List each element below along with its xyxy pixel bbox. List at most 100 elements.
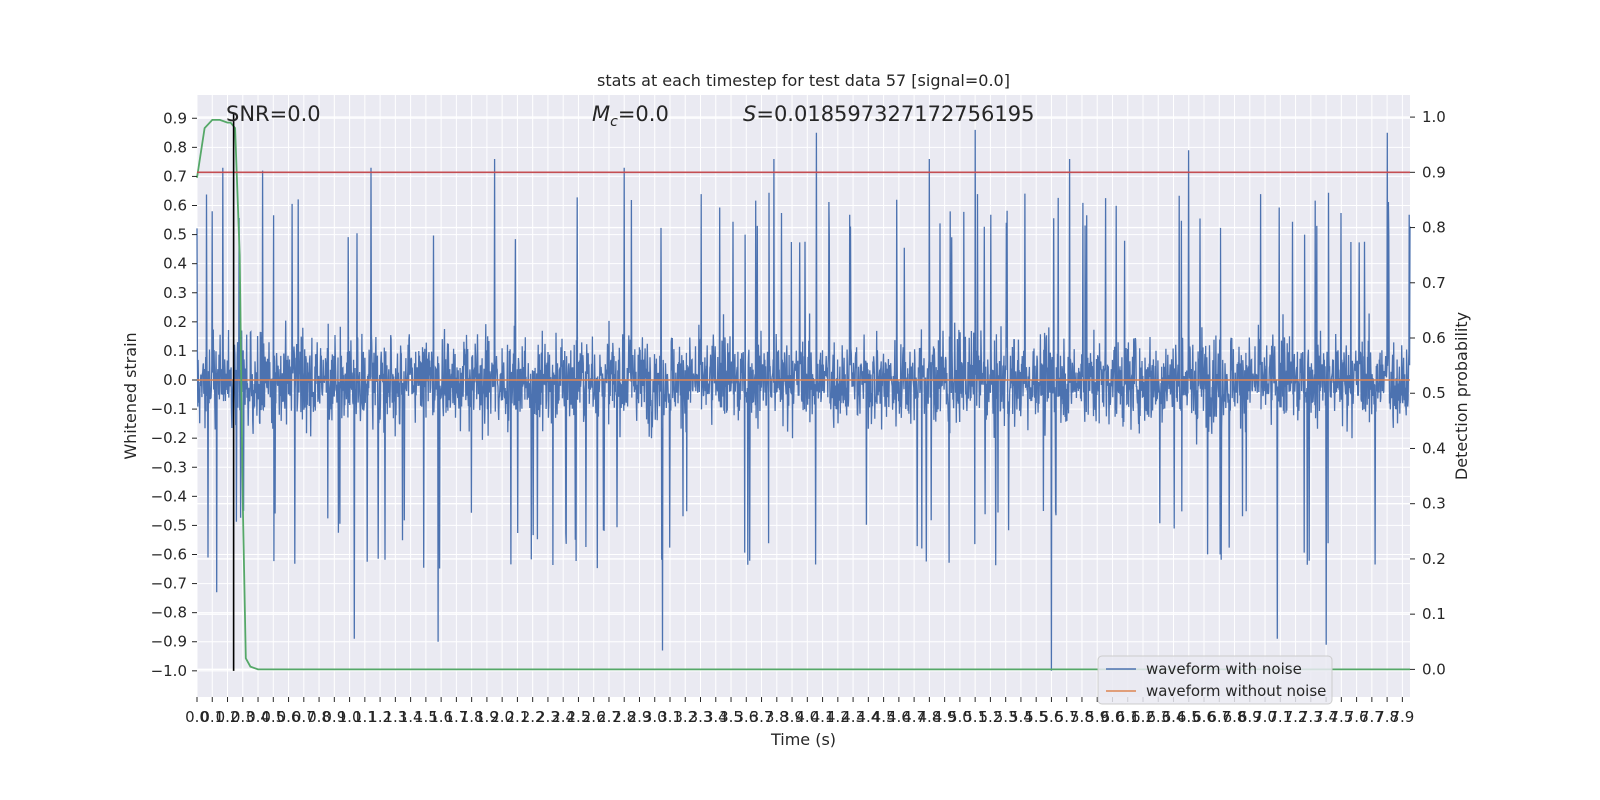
- legend-entry-clean: waveform without noise: [1146, 682, 1326, 700]
- x-tick-label: 1.5: [414, 708, 438, 726]
- x-tick-label: 7.3: [1299, 708, 1323, 726]
- x-tick-label: 6.3: [1146, 708, 1170, 726]
- y-tick-label: 0.3: [163, 284, 187, 302]
- x-tick-label: 4.9: [933, 708, 957, 726]
- y-tick-label: 0.5: [163, 226, 187, 244]
- x-tick-label: 6.1: [1116, 708, 1140, 726]
- x-tick-label: 1.2: [368, 708, 392, 726]
- y-axis-ticks: −1.0 −0.9 −0.8 −0.7 −0.6 −0.5 −0.4 −0.3 −0.2 −0.1…: [151, 109, 197, 680]
- x-tick-label: 4.3: [841, 708, 865, 726]
- y2-tick-label: 1.0: [1422, 108, 1446, 126]
- annotation-s: S=0.018597327172756195: [743, 102, 1034, 126]
- annotation-chirp-mass: Mc=0.0: [592, 102, 669, 130]
- x-tick-label: 3.1: [658, 708, 682, 726]
- x-tick-label: 3.8: [765, 708, 789, 726]
- y-tick-label: 0.7: [163, 167, 187, 185]
- x-tick-label: 3.2: [673, 708, 697, 726]
- y-tick-label: −0.4: [151, 487, 187, 505]
- y-tick-label: −0.6: [151, 545, 187, 563]
- annotation-mc-sub: c: [610, 114, 618, 130]
- y2-tick-label: 0.4: [1422, 439, 1446, 457]
- y2-tick-label: 0.8: [1422, 219, 1446, 237]
- y-axis-label: Whitened strain: [121, 332, 140, 459]
- y-tick-label: 0.8: [163, 138, 187, 156]
- x-tick-label: 6.6: [1192, 708, 1216, 726]
- x-tick-label: 4.6: [887, 708, 911, 726]
- annotation-mc-value: =0.0: [618, 102, 669, 126]
- y-tick-label: −0.9: [151, 633, 187, 651]
- x-tick-label: 4.0: [795, 708, 819, 726]
- x-tick-label: 5.0: [948, 708, 972, 726]
- x-tick-label: 4.8: [917, 708, 941, 726]
- x-tick-label: 2.4: [551, 708, 575, 726]
- x-tick-label: 3.7: [750, 708, 774, 726]
- x-tick-label: 0.0: [185, 708, 209, 726]
- x-tick-label: 0.5: [261, 708, 285, 726]
- y2-tick-label: 0.3: [1422, 495, 1446, 513]
- x-tick-label: 6.0: [1101, 708, 1125, 726]
- y-tick-label: −0.3: [151, 458, 187, 476]
- x-tick-label: 4.1: [811, 708, 835, 726]
- x-axis-label: Time (s): [770, 730, 836, 749]
- x-tick-label: 2.7: [597, 708, 621, 726]
- y2-tick-label: 0.1: [1422, 605, 1446, 623]
- x-tick-label: 6.7: [1207, 708, 1231, 726]
- x-tick-label: 2.6: [582, 708, 606, 726]
- annotation-s-symbol: S: [743, 102, 756, 126]
- x-tick-label: 0.9: [322, 708, 346, 726]
- x-tick-label: 3.3: [689, 708, 713, 726]
- series-detection-probability: [196, 119, 1410, 671]
- x-tick-label: 5.4: [1009, 708, 1033, 726]
- y-tick-label: −1.0: [151, 662, 187, 680]
- x-tick-label: 0.7: [292, 708, 316, 726]
- y2-tick-label: 0.9: [1422, 163, 1446, 181]
- x-tick-label: 6.5: [1177, 708, 1201, 726]
- x-tick-label: 7.5: [1329, 708, 1353, 726]
- x-tick-label: 1.7: [444, 708, 468, 726]
- x-tick-label: 0.8: [307, 708, 331, 726]
- x-tick-label: 3.5: [719, 708, 743, 726]
- x-tick-label: 3.6: [734, 708, 758, 726]
- x-tick-label: 7.9: [1390, 708, 1414, 726]
- x-tick-label: 3.9: [780, 708, 804, 726]
- x-tick-label: 7.0: [1253, 708, 1277, 726]
- y2-tick-label: 0.6: [1422, 329, 1446, 347]
- x-tick-label: 7.4: [1314, 708, 1338, 726]
- x-tick-label: 7.6: [1345, 708, 1369, 726]
- x-tick-label: 7.1: [1268, 708, 1292, 726]
- y2-tick-label: 0.7: [1422, 274, 1446, 292]
- x-tick-label: 5.8: [1070, 708, 1094, 726]
- y2-axis-label: Detection probability: [1452, 312, 1471, 480]
- annotation-snr: SNR=0.0: [226, 102, 321, 126]
- x-tick-label: 2.8: [612, 708, 636, 726]
- x-tick-label: 4.2: [826, 708, 850, 726]
- chart-title: stats at each timestep for test data 57 …: [597, 71, 1010, 90]
- x-tick-label: 7.8: [1375, 708, 1399, 726]
- x-tick-label: 0.6: [277, 708, 301, 726]
- legend: waveform with noise waveform without noi…: [1097, 655, 1333, 705]
- x-tick-label: 3.4: [704, 708, 728, 726]
- x-tick-label: 5.2: [978, 708, 1002, 726]
- x-tick-label: 2.5: [567, 708, 591, 726]
- x-tick-label: 1.1: [353, 708, 377, 726]
- y-tick-label: −0.5: [151, 516, 187, 534]
- y2-tick-label: 0.0: [1422, 660, 1446, 678]
- y2-axis-ticks: 0.0 0.1 0.2 0.3 0.4 0.5 0.6 0.7 0.8 0.9 1.0: [1410, 108, 1446, 678]
- x-tick-label: 5.7: [1055, 708, 1079, 726]
- x-tick-label: 7.2: [1284, 708, 1308, 726]
- y-tick-label: 0.2: [163, 313, 187, 331]
- y-tick-label: 0.0: [163, 371, 187, 389]
- x-tick-label: 2.2: [521, 708, 545, 726]
- y-tick-label: 0.9: [163, 109, 187, 127]
- x-tick-label: 6.4: [1162, 708, 1186, 726]
- y2-tick-label: 0.2: [1422, 550, 1446, 568]
- legend-entry-noise: waveform with noise: [1146, 660, 1302, 678]
- series-waveform-with-noise: [196, 129, 1411, 671]
- y-tick-label: 0.1: [163, 342, 187, 360]
- x-tick-label: 4.7: [902, 708, 926, 726]
- y-tick-label: −0.7: [151, 575, 187, 593]
- plot-area: [196, 112, 1411, 671]
- x-tick-label: 7.7: [1360, 708, 1384, 726]
- x-tick-label: 1.6: [429, 708, 453, 726]
- x-tick-label: 5.1: [963, 708, 987, 726]
